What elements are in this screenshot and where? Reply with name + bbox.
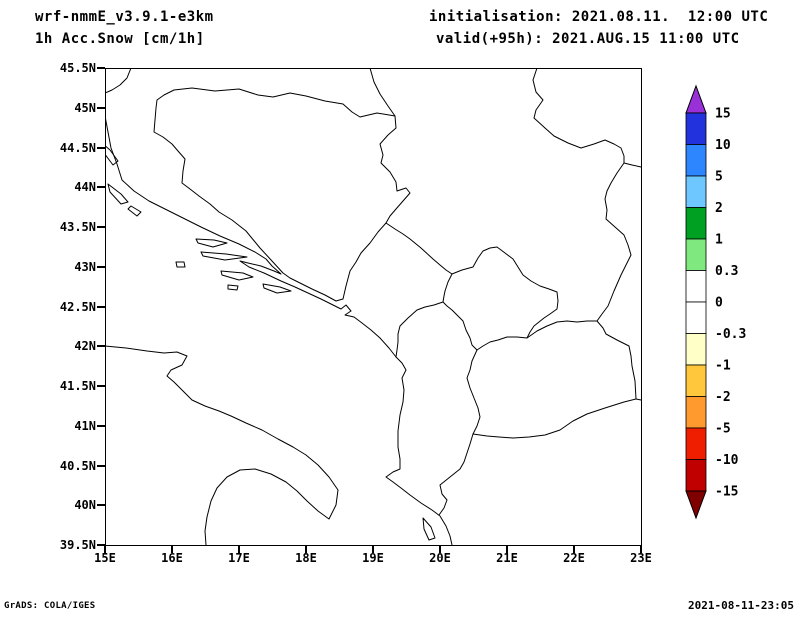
colorbar-cell bbox=[685, 301, 707, 334]
x-axis-tick-label: 18E bbox=[295, 551, 317, 565]
x-axis-tick-mark bbox=[104, 546, 106, 553]
y-axis-tick-mark bbox=[97, 265, 105, 268]
x-axis-tick-mark bbox=[640, 546, 642, 553]
x-axis-tick-label: 16E bbox=[161, 551, 183, 565]
model-title: wrf-nmmE_v3.9.1-e3km bbox=[35, 9, 214, 25]
grads-credit: GrADS: COLA/IGES bbox=[4, 601, 96, 611]
y-axis-tick-mark bbox=[97, 345, 105, 348]
colorbar-cell bbox=[685, 396, 707, 429]
y-axis-tick-mark bbox=[97, 146, 105, 149]
y-axis-tick-mark bbox=[97, 305, 105, 308]
colorbar-tick-label: 2 bbox=[715, 201, 723, 216]
border-kosovo bbox=[442, 246, 559, 351]
x-axis-tick-mark bbox=[171, 546, 173, 553]
map-outlines-svg bbox=[105, 68, 642, 546]
y-axis-tick-label: 44.5N bbox=[59, 140, 96, 155]
y-axis-tick-label: 42.5N bbox=[59, 299, 96, 314]
x-axis-tick-label: 23E bbox=[630, 551, 652, 565]
field-title: 1h Acc.Snow [cm/1h] bbox=[35, 31, 205, 47]
colorbar-tick-label: -1 bbox=[715, 359, 731, 374]
colorbar-cell bbox=[685, 459, 707, 492]
y-axis-tick-label: 42N bbox=[74, 339, 96, 354]
x-axis-tick-mark bbox=[573, 546, 575, 553]
colorbar-tick-label: -10 bbox=[715, 453, 739, 468]
y-axis-tick-label: 41N bbox=[74, 418, 96, 433]
border-serbia-romania-bulgaria bbox=[532, 68, 642, 322]
colorbar-tick-label: -0.3 bbox=[715, 327, 746, 342]
colorbar-tick-label: 5 bbox=[715, 170, 723, 185]
colorbar-tick-label: 15 bbox=[715, 107, 731, 122]
border-greece-bulgaria bbox=[635, 398, 642, 401]
initialisation-time-label: initialisation: 2021.08.11. 12:00 UTC bbox=[429, 9, 769, 25]
y-axis-tick-label: 44N bbox=[74, 180, 96, 195]
colorbar-tick-label: -5 bbox=[715, 422, 731, 437]
colorbar-cell bbox=[685, 207, 707, 240]
x-axis-tick-mark bbox=[305, 546, 307, 553]
x-axis-tick-label: 19E bbox=[362, 551, 384, 565]
x-axis-tick-label: 22E bbox=[563, 551, 585, 565]
map-plot-area bbox=[105, 68, 642, 546]
colorbar-cell bbox=[685, 364, 707, 397]
x-axis-tick-mark bbox=[506, 546, 508, 553]
colorbar-tick-label: 0.3 bbox=[715, 264, 738, 279]
y-axis-tick-label: 39.5N bbox=[59, 538, 96, 552]
colorbar-arrow-down-icon bbox=[685, 490, 707, 520]
y-axis-tick-label: 40N bbox=[74, 498, 96, 513]
x-axis-tick-mark bbox=[238, 546, 240, 553]
y-axis-tick-mark bbox=[97, 424, 105, 427]
y-axis-tick-mark bbox=[97, 186, 105, 189]
border-bosnia bbox=[153, 87, 411, 302]
colorbar-cell bbox=[685, 112, 707, 145]
y-axis-tick-mark bbox=[97, 226, 105, 228]
x-axis-tick-mark bbox=[372, 546, 374, 553]
colorbar-cell bbox=[685, 175, 707, 208]
colorbar-tick-label: -15 bbox=[715, 485, 738, 500]
border-croatia-serbia bbox=[369, 68, 396, 117]
x-axis-tick-label: 17E bbox=[228, 551, 250, 565]
y-axis-tick-label: 41.5N bbox=[59, 379, 96, 393]
border-slovenia-croatia bbox=[105, 68, 132, 94]
colorbar-cell bbox=[685, 427, 707, 460]
y-axis-tick-mark bbox=[97, 504, 105, 507]
x-axis-tick-mark bbox=[439, 546, 441, 553]
colorbar-tick-label: 10 bbox=[715, 138, 731, 153]
colorbar-cell bbox=[685, 238, 707, 271]
valid-time-label: valid(+95h): 2021.AUG.15 11:00 UTC bbox=[436, 31, 740, 47]
x-axis-tick-label: 20E bbox=[429, 551, 451, 565]
x-axis-tick-label: 15E bbox=[94, 551, 116, 565]
y-axis-tick-mark bbox=[97, 106, 105, 109]
y-axis-tick-label: 43N bbox=[74, 259, 96, 274]
border-greece-albania bbox=[438, 433, 474, 516]
coastline-italy bbox=[105, 345, 339, 546]
colorbar-cell bbox=[685, 144, 707, 177]
colorbar-cell bbox=[685, 333, 707, 366]
y-axis-tick-mark bbox=[97, 544, 105, 546]
y-axis-tick-label: 45.5N bbox=[59, 61, 96, 75]
adriatic-islands bbox=[105, 144, 436, 541]
border-macedonia bbox=[466, 320, 637, 439]
y-axis-tick-label: 43.5N bbox=[59, 220, 96, 234]
border-montenegro bbox=[385, 222, 453, 358]
x-axis-tick-label: 21E bbox=[496, 551, 518, 565]
y-axis-tick-mark bbox=[97, 385, 105, 387]
colorbar-cell bbox=[685, 270, 707, 303]
colorbar-arrow-up-icon bbox=[685, 84, 707, 114]
colorbar-tick-label: -2 bbox=[715, 390, 731, 405]
creation-timestamp: 2021-08-11-23:05 bbox=[688, 599, 794, 612]
colorbar-tick-label: 1 bbox=[715, 233, 723, 248]
y-axis-tick-mark bbox=[97, 67, 105, 69]
colorbar-tick-label: 0 bbox=[715, 296, 723, 311]
coastline-adriatic-east bbox=[105, 115, 453, 546]
y-axis-tick-label: 40.5N bbox=[59, 458, 96, 473]
y-axis-tick-label: 45N bbox=[74, 100, 96, 115]
y-axis-tick-mark bbox=[97, 464, 105, 467]
